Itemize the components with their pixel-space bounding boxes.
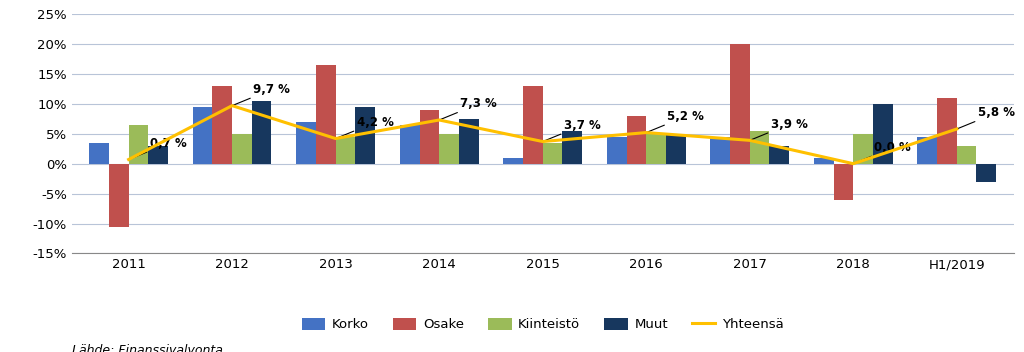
Bar	[873, 104, 893, 164]
Bar	[666, 134, 686, 164]
Text: 3,9 %: 3,9 %	[750, 118, 808, 140]
Bar	[459, 119, 478, 164]
Bar	[977, 164, 996, 182]
Bar	[607, 137, 627, 164]
Bar	[129, 125, 148, 164]
Bar	[296, 122, 316, 164]
Bar	[504, 158, 523, 164]
Bar	[814, 158, 834, 164]
Bar	[420, 110, 439, 164]
Bar	[399, 125, 420, 164]
Bar	[646, 134, 666, 164]
Text: 5,8 %: 5,8 %	[956, 106, 1015, 129]
Bar	[316, 65, 336, 164]
Bar	[212, 86, 232, 164]
Yhteensä	[640, 131, 652, 135]
Bar	[730, 44, 750, 164]
Bar	[834, 164, 853, 200]
Bar	[956, 146, 977, 164]
Yhteensä	[330, 137, 342, 141]
Text: 9,7 %: 9,7 %	[232, 83, 290, 106]
Bar	[562, 131, 582, 164]
Bar	[543, 143, 562, 164]
Bar	[109, 164, 129, 227]
Bar	[336, 137, 355, 164]
Bar	[439, 134, 459, 164]
Yhteensä	[537, 139, 549, 144]
Bar	[232, 134, 252, 164]
Text: Lähde: Finanssivalvonta: Lähde: Finanssivalvonta	[72, 344, 222, 352]
Bar	[937, 98, 956, 164]
Yhteensä	[226, 103, 239, 108]
Bar	[252, 101, 271, 164]
Bar	[523, 86, 543, 164]
Bar	[193, 107, 212, 164]
Bar	[711, 137, 730, 164]
Bar	[89, 143, 109, 164]
Bar	[853, 134, 873, 164]
Text: 4,2 %: 4,2 %	[336, 116, 393, 139]
Bar	[627, 116, 646, 164]
Bar	[769, 146, 790, 164]
Yhteensä	[847, 162, 859, 166]
Text: 5,2 %: 5,2 %	[646, 110, 705, 133]
Yhteensä	[950, 127, 963, 131]
Bar	[355, 107, 375, 164]
Yhteensä	[433, 118, 445, 122]
Bar	[750, 131, 769, 164]
Bar	[918, 137, 937, 164]
Yhteensä	[123, 157, 135, 162]
Yhteensä	[743, 138, 756, 143]
Bar	[148, 146, 168, 164]
Legend: Korko, Osake, Kiinteistö, Muut, Yhteensä: Korko, Osake, Kiinteistö, Muut, Yhteensä	[296, 313, 790, 337]
Text: 0,7 %: 0,7 %	[129, 137, 186, 159]
Text: 7,3 %: 7,3 %	[439, 98, 497, 120]
Line: Yhteensä: Yhteensä	[129, 106, 956, 164]
Text: 0,0 %: 0,0 %	[853, 141, 911, 164]
Text: 3,7 %: 3,7 %	[543, 119, 600, 142]
